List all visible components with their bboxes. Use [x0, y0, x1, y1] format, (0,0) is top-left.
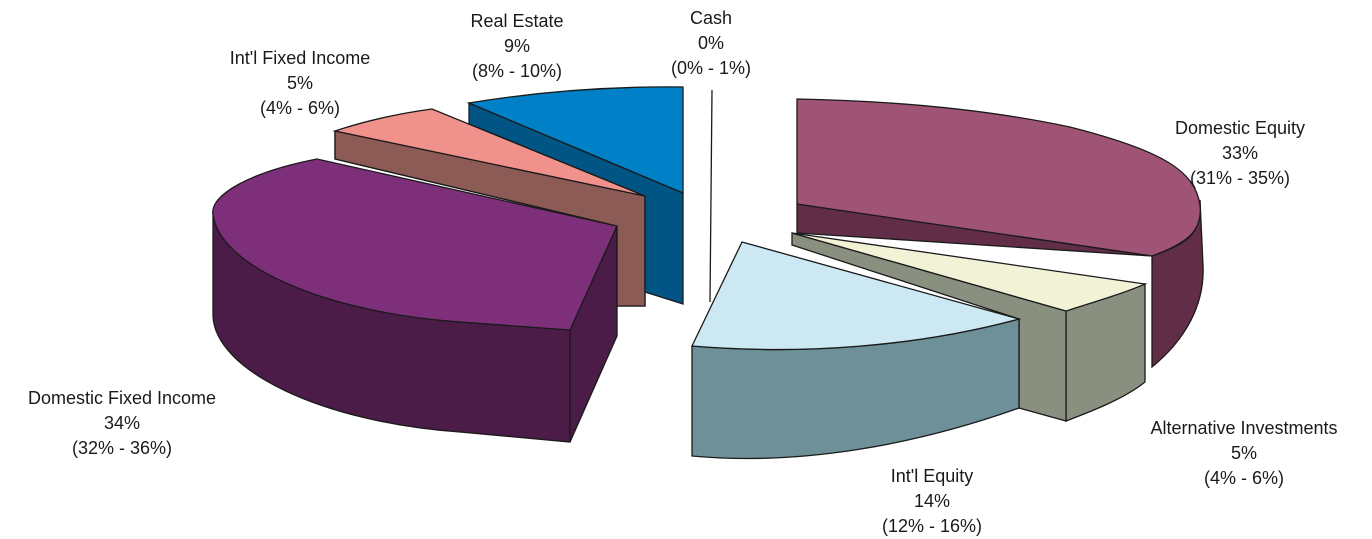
slice-intl-equity-top: [691, 241, 1022, 351]
label-alternative-investments-range: (4% - 6%): [1204, 468, 1284, 488]
label-intl-equity-range: (12% - 16%): [882, 516, 982, 536]
slice-intl-fixed-income-top: [332, 108, 646, 197]
label-real-estate-name: Real Estate: [470, 11, 563, 31]
label-alternative-investments-value: 5%: [1231, 443, 1257, 463]
label-intl-equity: Int'l Equity 14% (12% - 16%): [882, 466, 982, 536]
label-intl-fixed-income-name: Int'l Fixed Income: [230, 48, 371, 68]
slice-domestic-equity: [796, 98, 1204, 369]
label-real-estate: Real Estate 9% (8% - 10%): [470, 11, 563, 81]
label-domestic-equity: Domestic Equity 33% (31% - 35%): [1175, 118, 1305, 188]
label-alternative-investments: Alternative Investments 5% (4% - 6%): [1150, 418, 1337, 488]
label-domestic-fixed-income-value: 34%: [104, 413, 140, 433]
label-domestic-fixed-income: Domestic Fixed Income 34% (32% - 36%): [28, 388, 216, 458]
label-domestic-equity-range: (31% - 35%): [1190, 168, 1290, 188]
slice-domestic-equity-top: [796, 98, 1201, 257]
label-cash-value: 0%: [698, 33, 724, 53]
label-intl-fixed-income: Int'l Fixed Income 5% (4% - 6%): [230, 48, 371, 118]
label-domestic-fixed-income-name: Domestic Fixed Income: [28, 388, 216, 408]
label-domestic-equity-name: Domestic Equity: [1175, 118, 1305, 138]
slice-real-estate: [466, 86, 684, 305]
slice-domestic-fixed-income: [212, 158, 618, 443]
label-domestic-fixed-income-range: (32% - 36%): [72, 438, 172, 458]
label-real-estate-value: 9%: [504, 36, 530, 56]
slice-domestic-fixed-income-top: [212, 158, 618, 331]
label-cash: Cash 0% (0% - 1%): [671, 8, 751, 78]
slice-cash: [709, 89, 713, 303]
label-intl-fixed-income-value: 5%: [287, 73, 313, 93]
slice-alternative-investments-top: [791, 232, 1148, 312]
label-alternative-investments-name: Alternative Investments: [1150, 418, 1337, 438]
slice-real-estate-top: [466, 86, 684, 194]
label-cash-range: (0% - 1%): [671, 58, 751, 78]
label-domestic-equity-value: 33%: [1222, 143, 1258, 163]
label-intl-fixed-income-range: (4% - 6%): [260, 98, 340, 118]
slice-intl-equity: [691, 241, 1022, 460]
label-intl-equity-value: 14%: [914, 491, 950, 511]
label-real-estate-range: (8% - 10%): [472, 61, 562, 81]
label-cash-name: Cash: [690, 8, 732, 28]
slice-alternative-investments-side: [1065, 283, 1146, 422]
label-intl-equity-name: Int'l Equity: [891, 466, 973, 486]
